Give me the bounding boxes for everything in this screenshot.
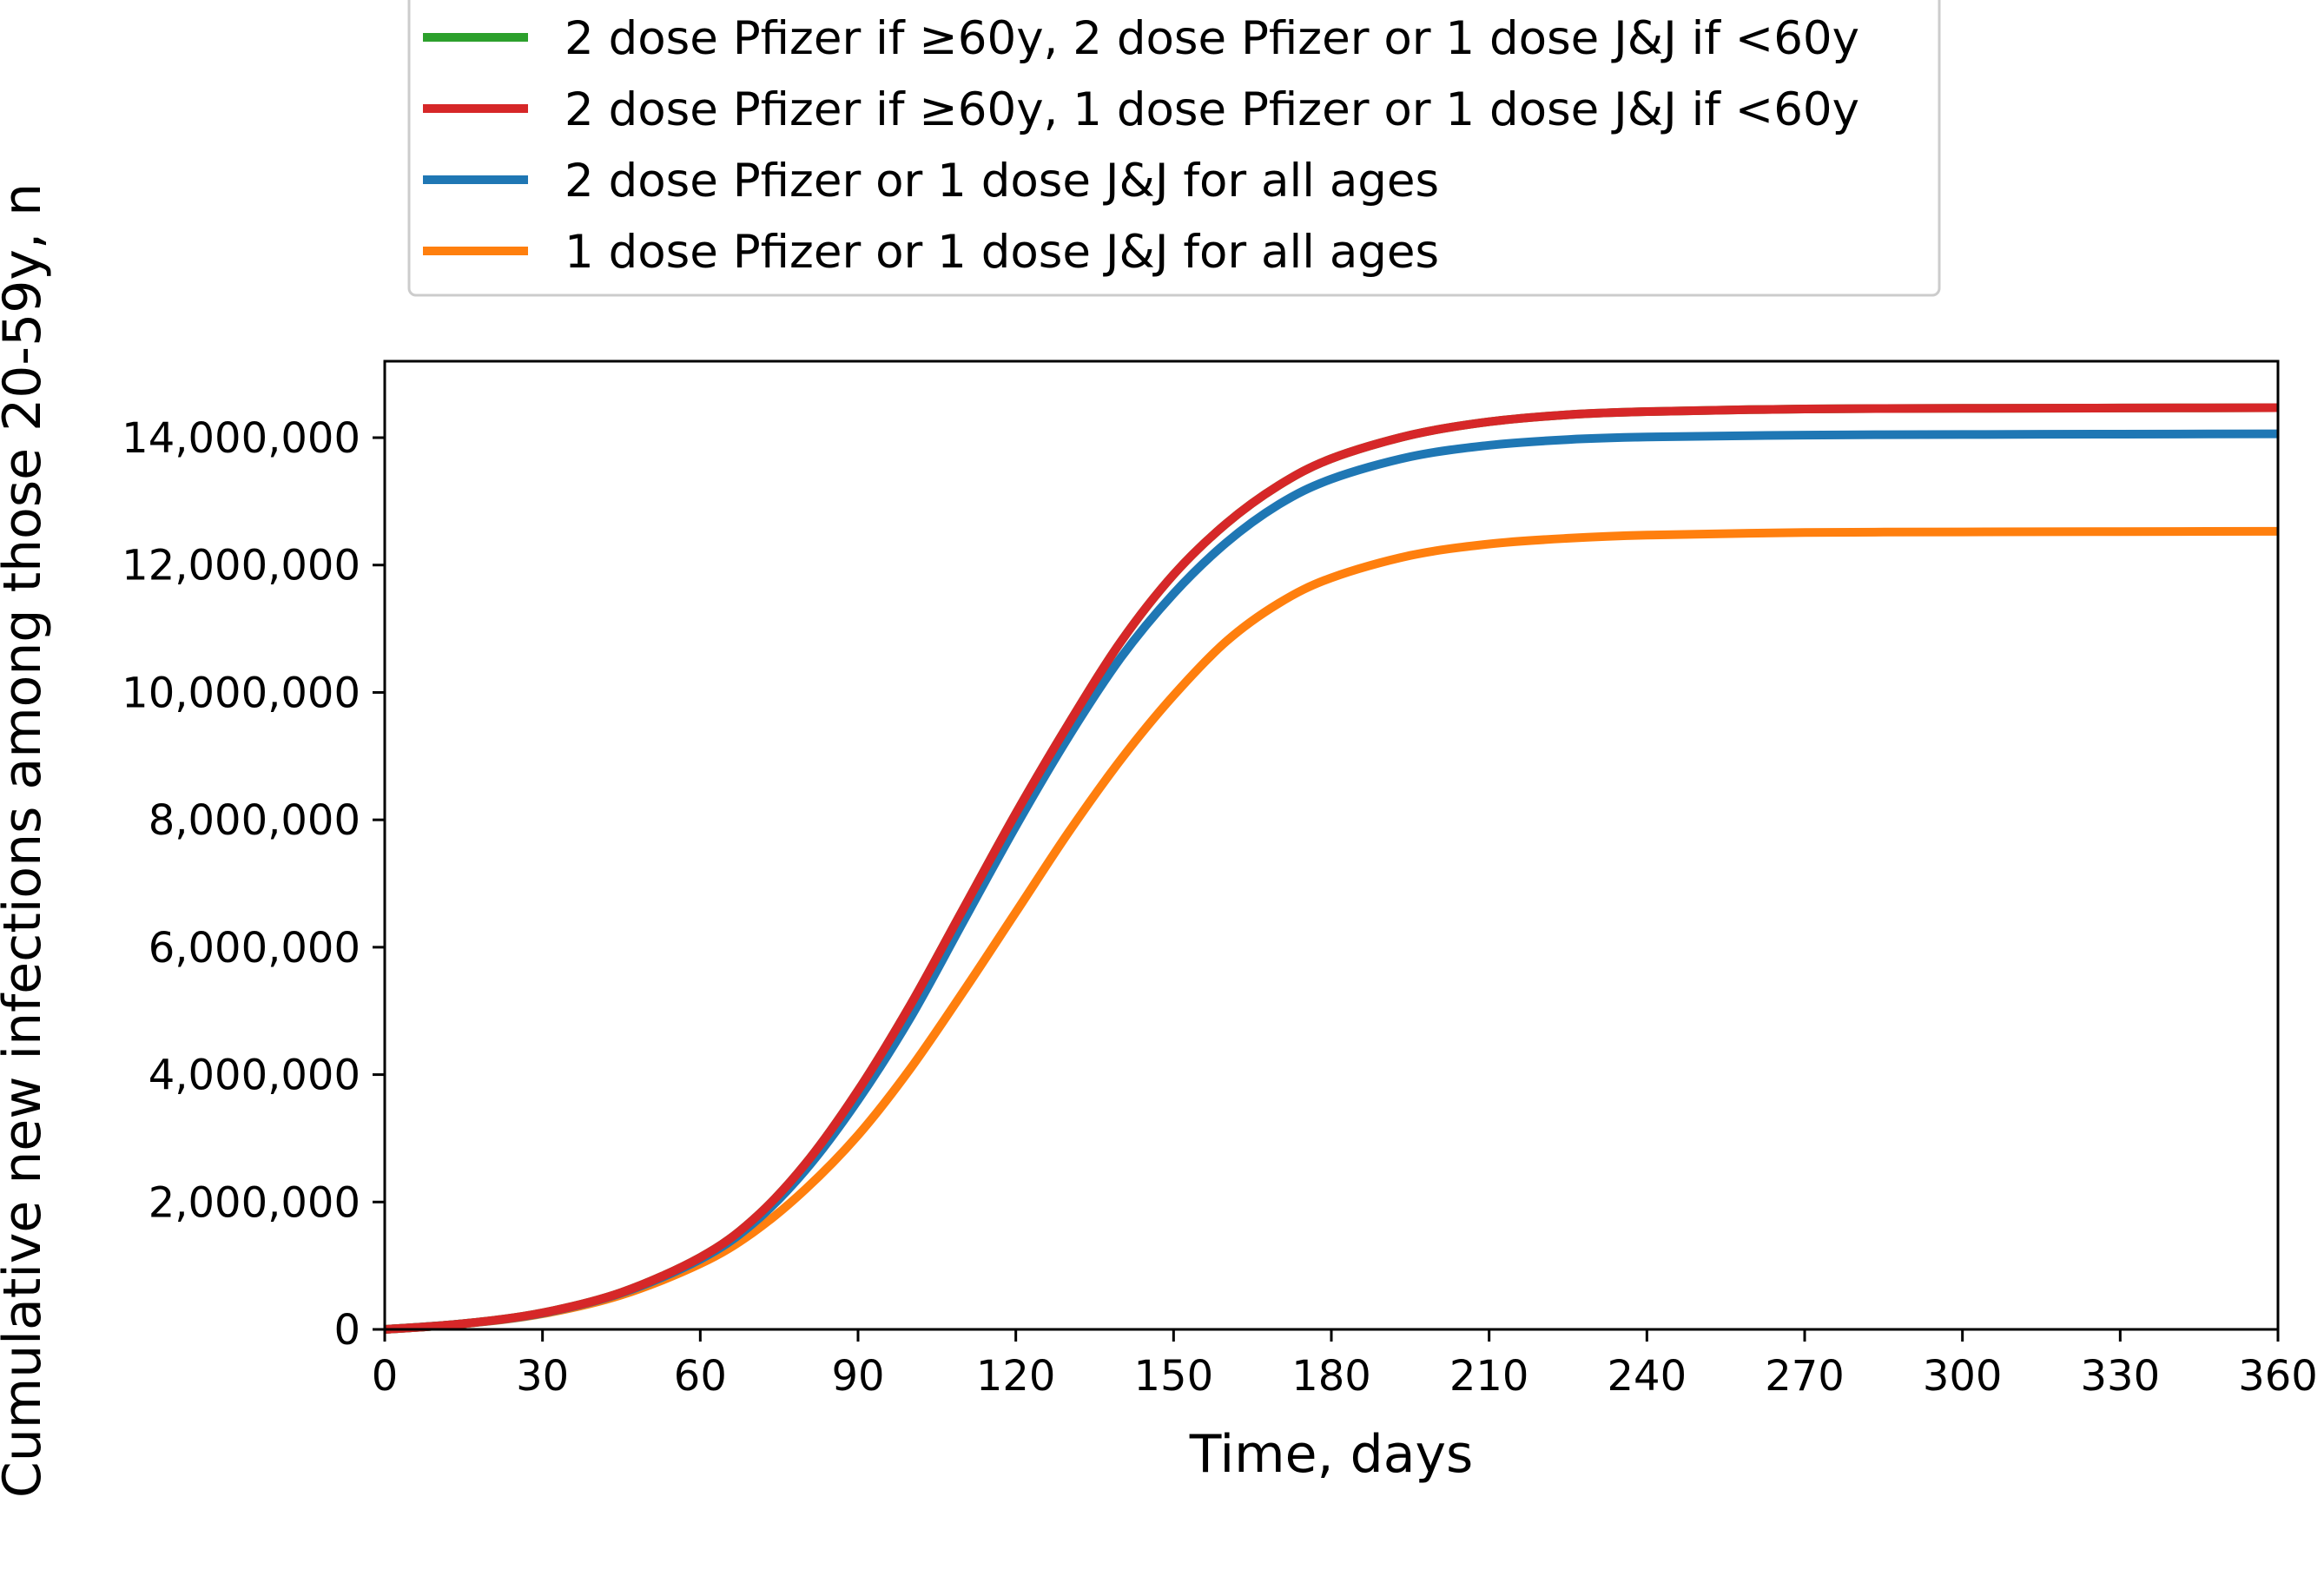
y-tick-label: 4,000,000 bbox=[149, 1052, 360, 1100]
series-line-4 bbox=[384, 526, 2279, 1334]
x-axis-label: Time, days bbox=[1189, 1424, 1474, 1485]
legend-label-1: 2 dose Pfizer if ≥60y, 2 dose Pfizer or … bbox=[564, 12, 1859, 65]
legend-label-4: 1 dose Pfizer or 1 dose J&J for all ages bbox=[564, 226, 1439, 279]
x-tick-label: 300 bbox=[1923, 1352, 2003, 1401]
y-tick-label: 6,000,000 bbox=[149, 924, 360, 973]
series-line-2 bbox=[384, 403, 2279, 1334]
x-axis: 0 30 60 90 120 150 180 210 240 270 300 330 360 bbox=[372, 1329, 2318, 1401]
x-tick-label: 330 bbox=[2081, 1352, 2161, 1401]
x-tick-label: 240 bbox=[1608, 1352, 1687, 1401]
y-axis-label: Cumulative new infections among those 20… bbox=[0, 183, 53, 1498]
y-axis: 0 2,000,000 4,000,000 6,000,000 8,000,000 10,… bbox=[122, 414, 385, 1355]
y-tick-label: 0 bbox=[333, 1306, 360, 1355]
x-tick-label: 0 bbox=[372, 1352, 399, 1401]
legend-frame bbox=[407, 0, 1941, 297]
x-tick-label: 60 bbox=[674, 1352, 727, 1401]
legend: 2 dose Pfizer if ≥60y, 2 dose Pfizer or … bbox=[407, 0, 1941, 297]
x-tick-label: 270 bbox=[1765, 1352, 1845, 1401]
y-tick-label: 10,000,000 bbox=[122, 669, 360, 717]
x-tick-label: 360 bbox=[2238, 1352, 2318, 1401]
y-tick-label: 8,000,000 bbox=[149, 796, 360, 845]
x-tick-label: 180 bbox=[1291, 1352, 1371, 1401]
plot-area: 0 30 60 90 120 150 180 210 240 270 300 330 360 0 2,00… bbox=[122, 359, 2318, 1401]
y-tick-label: 14,000,000 bbox=[122, 414, 360, 463]
y-tick-label: 2,000,000 bbox=[149, 1178, 360, 1227]
legend-label-2: 2 dose Pfizer if ≥60y, 1 dose Pfizer or … bbox=[564, 83, 1859, 136]
x-tick-label: 150 bbox=[1134, 1352, 1214, 1401]
x-tick-label: 120 bbox=[976, 1352, 1056, 1401]
x-tick-label: 90 bbox=[831, 1352, 884, 1401]
x-tick-label: 30 bbox=[516, 1352, 569, 1401]
y-tick-label: 12,000,000 bbox=[122, 542, 360, 590]
legend-label-3: 2 dose Pfizer or 1 dose J&J for all ages bbox=[564, 155, 1439, 208]
x-tick-label: 210 bbox=[1449, 1352, 1529, 1401]
